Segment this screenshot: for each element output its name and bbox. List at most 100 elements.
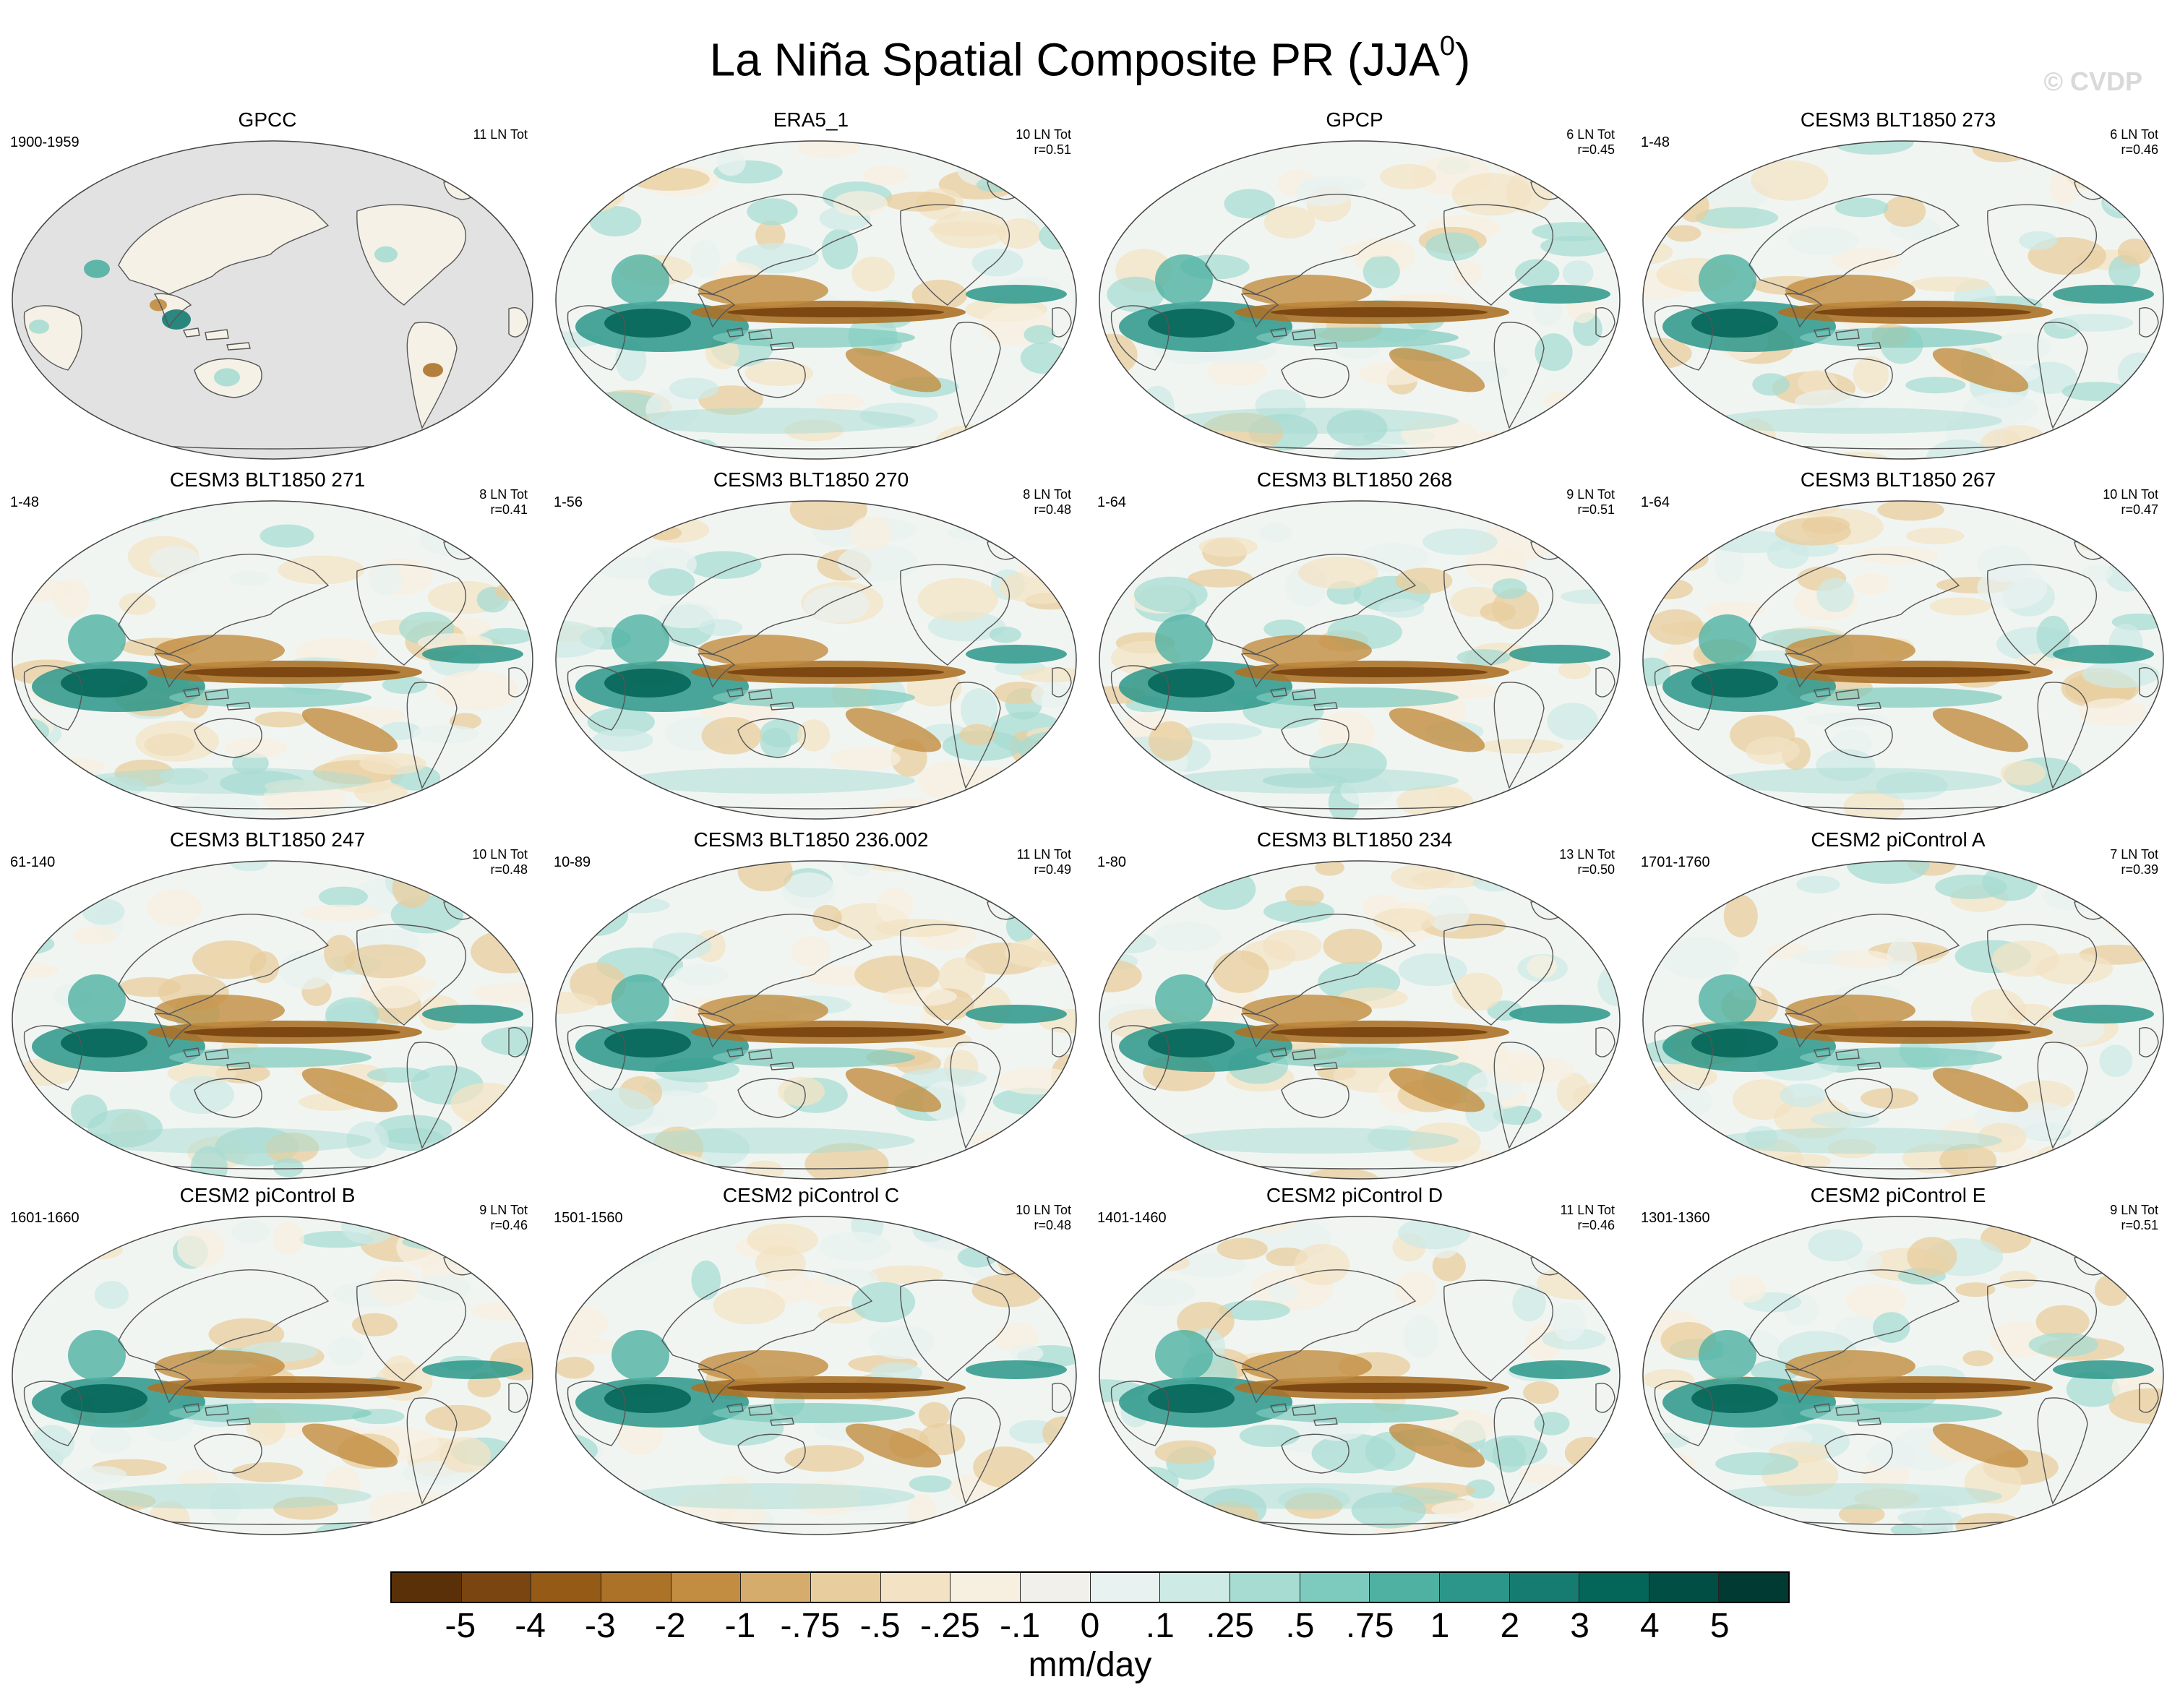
panel-title: CESM3 BLT1850 273: [1800, 108, 1996, 131]
colorbar-tick-label: .1: [1145, 1607, 1175, 1645]
precip-anomaly-map: [555, 140, 1077, 460]
panel-event-count: 6 LN Tot: [2110, 127, 2158, 142]
panel-stats: 6 LN Tot r=0.45: [1566, 127, 1615, 158]
panel-period: 1401-1460: [1097, 1210, 1167, 1226]
panel-event-count: 10 LN Tot: [1016, 127, 1071, 142]
colorbar-cell: [531, 1573, 601, 1602]
map-panel: CESM2 piControl C 1501-1560 10 LN Tot r=0.4…: [544, 1184, 1078, 1538]
precip-anomaly-map: [1642, 140, 2164, 460]
precip-anomaly-map: [1642, 1216, 2164, 1535]
panel-pattern-correlation: r=0.51: [1577, 502, 1615, 517]
colorbar-tick-label: -.1: [1000, 1607, 1041, 1645]
precip-anomaly-map: [12, 500, 533, 820]
colorbar-units: mm/day: [1028, 1646, 1152, 1684]
panel-pattern-correlation: r=0.48: [1034, 502, 1071, 517]
panel-period: 1701-1760: [1641, 854, 1710, 870]
panel-pattern-correlation: r=0.51: [2121, 1218, 2158, 1232]
colorbar-cell: [1579, 1573, 1649, 1602]
precip-anomaly-map: [555, 860, 1077, 1180]
colorbar-tick-labels: -5 -4 -3 -2 -1 -.75 -.5 -.25 -.1 0 .1 .25 .5 .75 1 2 3 4 5: [390, 1606, 1790, 1649]
colorbar-tick-label: .25: [1206, 1607, 1254, 1645]
panel-event-count: 9 LN Tot: [2110, 1203, 2158, 1217]
colorbar-tick-label: 4: [1640, 1607, 1660, 1645]
colorbar-cell: [1370, 1573, 1440, 1602]
colorbar-tick-label: .5: [1285, 1607, 1315, 1645]
panel-pattern-correlation: r=0.46: [490, 1218, 528, 1232]
map-panel: CESM3 BLT1850 270 1-56 8 LN Tot r=0.48: [544, 468, 1078, 823]
panel-pattern-correlation: r=0.46: [1577, 1218, 1615, 1232]
panel-pattern-correlation: r=0.45: [1577, 142, 1615, 157]
panel-pattern-correlation: r=0.51: [1034, 142, 1071, 157]
panel-pattern-correlation: r=0.48: [1034, 1218, 1071, 1232]
panel-pattern-correlation: r=0.49: [1034, 862, 1071, 877]
panel-title: GPCC: [238, 108, 297, 131]
map-panel: CESM2 piControl A 1701-1760 7 LN Tot r=0.39: [1631, 828, 2166, 1183]
panel-title: CESM3 BLT1850 267: [1800, 468, 1996, 491]
panel-title: ERA5_1: [773, 108, 849, 131]
colorbar-cell: [461, 1573, 532, 1602]
panel-pattern-correlation: r=0.41: [490, 502, 528, 517]
panel-period: 1-48: [1641, 134, 1670, 150]
watermark: © CVDP: [2043, 66, 2142, 96]
panel-event-count: 10 LN Tot: [2103, 487, 2158, 502]
panel-period: 61-140: [10, 854, 56, 870]
precip-anomaly-map: [1642, 860, 2164, 1180]
precip-anomaly-map: [1099, 1216, 1621, 1535]
panel-pattern-correlation: r=0.39: [2121, 862, 2158, 877]
colorbar-cell: [741, 1573, 811, 1602]
colorbar-tick-label: -.5: [859, 1607, 901, 1645]
panel-stats: 11 LN Tot: [473, 127, 528, 142]
figure-title: La Niña Spatial Composite PR (JJA0): [709, 31, 1471, 86]
map-panel: CESM3 BLT1850 271 1-48 8 LN Tot r=0.41: [0, 468, 535, 823]
panel-title: CESM3 BLT1850 236.002: [693, 828, 929, 851]
panel-period: 1-64: [1641, 494, 1670, 510]
panel-event-count: 11 LN Tot: [473, 127, 528, 142]
map-panel: CESM3 BLT1850 268 1-64 9 LN Tot r=0.51: [1087, 468, 1622, 823]
panel-title: CESM3 BLT1850 271: [169, 468, 366, 491]
panel-title: CESM2 piControl C: [722, 1184, 900, 1206]
panel-pattern-correlation: r=0.50: [1577, 862, 1615, 877]
panel-event-count: 8 LN Tot: [1023, 487, 1071, 502]
panel-period: 1301-1360: [1641, 1210, 1710, 1226]
panel-event-count: 13 LN Tot: [1559, 847, 1615, 862]
precip-anomaly-map: [12, 140, 533, 460]
colorbar-cell: [1020, 1573, 1091, 1602]
colorbar-cell: [1160, 1573, 1230, 1602]
colorbar-tick-label: 2: [1500, 1607, 1520, 1645]
panel-event-count: 9 LN Tot: [1566, 487, 1615, 502]
map-panel: GPCP 6 LN Tot r=0.45: [1087, 108, 1622, 463]
panel-event-count: 11 LN Tot: [1016, 847, 1071, 862]
panel-period: 1601-1660: [10, 1210, 80, 1226]
colorbar-tick-label: 1: [1430, 1607, 1450, 1645]
map-panel: CESM3 BLT1850 234 1-80 13 LN Tot r=0.50: [1087, 828, 1622, 1183]
panel-period: 1900-1959: [10, 134, 80, 150]
panel-stats: 11 LN Tot r=0.46: [1561, 1203, 1615, 1233]
panel-event-count: 11 LN Tot: [1560, 1203, 1615, 1217]
colorbar-tick-label: 0: [1080, 1607, 1100, 1645]
panel-stats: 10 LN Tot r=0.47: [2103, 487, 2158, 518]
panel-stats: 8 LN Tot r=0.41: [479, 487, 528, 518]
map-panel: CESM3 BLT1850 273 1-48 6 LN Tot r=0.46: [1631, 108, 2166, 463]
colorbar-cell: [1649, 1573, 1720, 1602]
panel-title: CESM2 piControl D: [1266, 1184, 1443, 1206]
map-panel: CESM2 piControl D 1401-1460 11 LN Tot r=0.4…: [1087, 1184, 1622, 1538]
panel-stats: 8 LN Tot r=0.48: [1023, 487, 1071, 518]
colorbar-cell: [880, 1573, 951, 1602]
precip-anomaly-map: [555, 500, 1077, 820]
map-panel: GPCC 1900-1959 11 LN Tot: [0, 108, 535, 463]
panel-pattern-correlation: r=0.48: [490, 862, 528, 877]
colorbar-tick-label: -.75: [780, 1607, 841, 1645]
panel-title: GPCP: [1326, 108, 1383, 131]
panel-period: 1501-1560: [554, 1210, 623, 1226]
panel-event-count: 7 LN Tot: [2110, 847, 2158, 862]
map-panel: CESM2 piControl E 1301-1360 9 LN Tot r=0.51: [1631, 1184, 2166, 1538]
panel-stats: 6 LN Tot r=0.46: [2110, 127, 2158, 158]
panel-period: 1-48: [10, 494, 40, 510]
panel-title: CESM3 BLT1850 268: [1256, 468, 1453, 491]
colorbar-tick-label: -2: [654, 1607, 686, 1645]
colorbar-cell: [601, 1573, 671, 1602]
panel-title: CESM3 BLT1850 270: [713, 468, 909, 491]
panel-period: 1-80: [1097, 854, 1127, 870]
colorbar-cell: [1439, 1573, 1510, 1602]
map-panel: CESM3 BLT1850 267 1-64 10 LN Tot r=0.47: [1631, 468, 2166, 823]
